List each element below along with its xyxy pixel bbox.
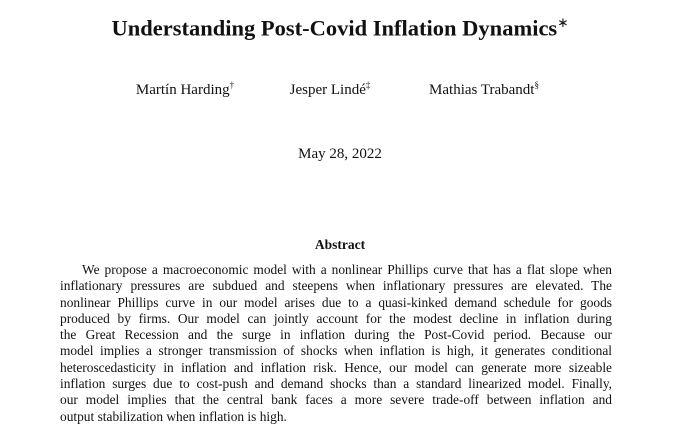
abstract-line: inflationary pressures are subdued and s… (60, 278, 612, 294)
author-mark: ‡ (365, 80, 371, 90)
author: Martín Harding† (136, 80, 234, 99)
abstract-line: our model implies that the central bank … (60, 392, 612, 408)
abstract-line: nonlinear Phillips curve in our model ar… (60, 294, 612, 310)
abstract-heading: Abstract (314, 237, 366, 252)
author-mark: † (229, 80, 235, 90)
author: Jesper Lindé‡ (290, 80, 371, 99)
author-name: Martín Harding (135, 82, 230, 98)
date: May 28, 2022 (298, 146, 382, 162)
author-name: Jesper Lindé (289, 82, 366, 98)
abstract-line: heteroscedasticity in inflation and infl… (60, 359, 612, 375)
abstract-line: output stabilization when inflation is h… (60, 408, 287, 424)
abstract-line: We propose a macroeconomic model with a … (82, 262, 612, 277)
abstract-line: inflation surges due to cost-push and de… (60, 376, 612, 392)
title-footnote-mark: ∗ (557, 15, 569, 30)
abstract-line: the Great Recession and the surge in inf… (60, 327, 612, 343)
abstract-line: produced by firms. Our model can jointly… (60, 310, 612, 326)
title-text: Understanding Post-Covid Inflation Dynam… (111, 15, 558, 41)
author: Mathias Trabandt§ (429, 80, 539, 99)
author-mark: § (534, 80, 539, 90)
author-name: Mathias Trabandt (429, 82, 535, 98)
abstract-body: We propose a macroeconomic model with a … (60, 262, 612, 425)
paper-title: Understanding Post-Covid Inflation Dynam… (0, 15, 680, 42)
abstract-line: model implies a stronger transmission of… (60, 343, 612, 359)
